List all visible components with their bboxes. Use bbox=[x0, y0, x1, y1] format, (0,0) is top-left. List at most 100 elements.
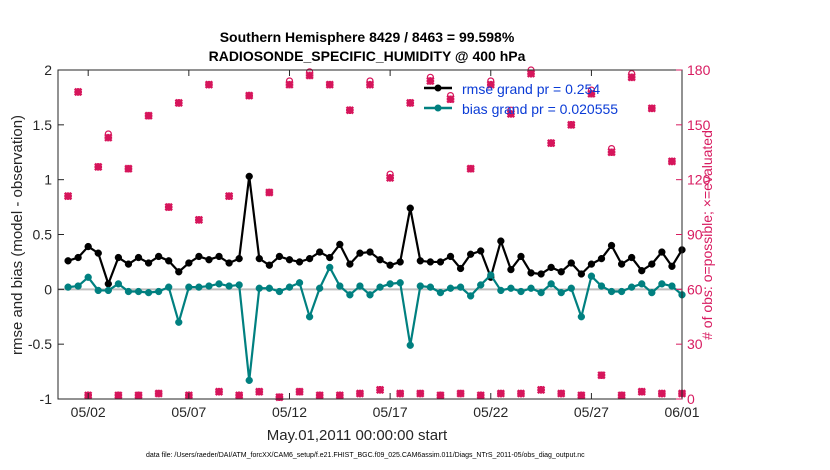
rmse-point bbox=[396, 258, 404, 266]
x-tick-label: 05/07 bbox=[171, 404, 206, 420]
rmse-point bbox=[114, 253, 123, 262]
bias-point bbox=[376, 283, 384, 291]
rmse-point bbox=[326, 253, 334, 262]
rmse-point bbox=[577, 270, 586, 278]
bias-point bbox=[487, 271, 495, 279]
bias-point bbox=[275, 287, 284, 296]
y-tick-label-left: 2 bbox=[44, 62, 52, 78]
bias-point bbox=[346, 291, 354, 299]
obs-evaluated-marker bbox=[476, 391, 485, 400]
legend-bias-label: bias grand pr = 0.020555 bbox=[462, 101, 618, 117]
bias-point bbox=[557, 288, 565, 297]
rmse-point bbox=[154, 252, 163, 261]
rmse-point bbox=[316, 248, 324, 256]
rmse-point bbox=[84, 242, 92, 251]
y-tick-label-left: -0.5 bbox=[28, 336, 52, 352]
obs-evaluated-marker bbox=[536, 385, 546, 395]
obs-evaluated-marker bbox=[124, 164, 133, 173]
rmse-point bbox=[165, 257, 173, 265]
bias-point bbox=[134, 287, 143, 296]
obs-evaluated-marker bbox=[295, 387, 304, 396]
obs-evaluated-marker bbox=[73, 87, 83, 97]
bias-point bbox=[527, 284, 535, 292]
bias-point bbox=[205, 282, 213, 290]
bias-point bbox=[607, 287, 616, 296]
legend-rmse-label: rmse grand pr = 0.254 bbox=[462, 81, 600, 97]
y-tick-label-right: 30 bbox=[687, 336, 703, 352]
y-tick-label-right: 150 bbox=[687, 117, 711, 133]
rmse-point bbox=[567, 259, 575, 267]
obs-evaluated-marker bbox=[436, 391, 445, 400]
y-tick-label-right: 60 bbox=[687, 281, 703, 297]
obs-evaluated-marker bbox=[164, 202, 173, 212]
bias-point bbox=[426, 283, 435, 291]
bias-point bbox=[507, 284, 515, 292]
rmse-point bbox=[275, 252, 284, 261]
obs-evaluated-marker bbox=[63, 191, 73, 201]
bias-point bbox=[104, 286, 112, 295]
rmse-point bbox=[376, 256, 384, 264]
obs-evaluated-marker bbox=[204, 80, 214, 89]
obs-evaluated-marker bbox=[265, 188, 274, 197]
obs-evaluated-marker bbox=[235, 391, 244, 400]
legend-bias-marker bbox=[434, 104, 442, 112]
obs-evaluated-marker bbox=[496, 389, 505, 398]
obs-evaluated-marker bbox=[647, 104, 656, 113]
x-ticks: 05/02 05/07 05/12 05/17 05/22 05/27 06/01 bbox=[71, 70, 700, 420]
obs-evaluated-marker bbox=[305, 71, 314, 80]
obs-evaluated-marker bbox=[245, 91, 254, 100]
bias-point bbox=[638, 280, 646, 288]
bias-point bbox=[477, 281, 485, 289]
y-tick-label-left: 0.5 bbox=[33, 227, 53, 243]
obs-evaluated-marker bbox=[416, 389, 425, 398]
rmse-point bbox=[285, 256, 294, 264]
obs-evaluated-marker bbox=[516, 389, 526, 398]
obs-evaluated-marker bbox=[406, 98, 415, 108]
rmse-point bbox=[416, 257, 424, 265]
obs-evaluated-marker bbox=[557, 389, 566, 398]
bias-point bbox=[316, 284, 324, 292]
bias-point bbox=[648, 288, 656, 297]
rmse-point bbox=[64, 257, 72, 265]
obs-evaluated-marker bbox=[94, 162, 103, 172]
obs-evaluated-marker bbox=[255, 387, 264, 396]
bias-point bbox=[587, 272, 596, 280]
rmse-point bbox=[658, 248, 666, 256]
obs-evaluated-marker bbox=[355, 389, 365, 398]
rmse-point bbox=[74, 253, 82, 262]
bias-point bbox=[144, 288, 153, 297]
bias-point bbox=[628, 283, 636, 291]
obs-evaluated-marker bbox=[174, 98, 183, 108]
obs-evaluated-marker bbox=[365, 80, 375, 89]
bias-point bbox=[165, 283, 173, 291]
obs-evaluated-marker bbox=[285, 80, 294, 89]
bias-point bbox=[175, 318, 183, 326]
rmse-point bbox=[366, 248, 374, 256]
rmse-point bbox=[648, 260, 656, 268]
rmse-point bbox=[235, 254, 243, 263]
bias-point bbox=[617, 287, 626, 296]
rmse-point bbox=[507, 265, 515, 274]
obs-evaluated-marker bbox=[214, 387, 224, 396]
rmse-point bbox=[215, 252, 223, 261]
rmse-point bbox=[446, 252, 455, 261]
rmse-point bbox=[547, 263, 555, 272]
rmse-point bbox=[356, 249, 364, 257]
bias-point bbox=[658, 280, 666, 288]
obs-evaluated-marker bbox=[396, 389, 405, 398]
bias-point bbox=[547, 280, 555, 288]
bias-point bbox=[668, 282, 676, 290]
rmse-point bbox=[426, 258, 435, 266]
bias-point bbox=[386, 280, 394, 288]
rmse-point bbox=[255, 254, 263, 263]
obs-evaluated-marker bbox=[466, 164, 475, 173]
rmse-point bbox=[597, 254, 606, 263]
obs-evaluated-marker bbox=[335, 391, 344, 400]
obs-evaluated-marker bbox=[506, 109, 516, 119]
bias-point bbox=[446, 284, 455, 292]
bias-point bbox=[517, 287, 525, 296]
obs-evaluated-marker bbox=[657, 389, 667, 398]
bias-point bbox=[356, 282, 364, 290]
bias-point bbox=[245, 376, 253, 385]
obs-evaluated-marker bbox=[567, 120, 576, 129]
